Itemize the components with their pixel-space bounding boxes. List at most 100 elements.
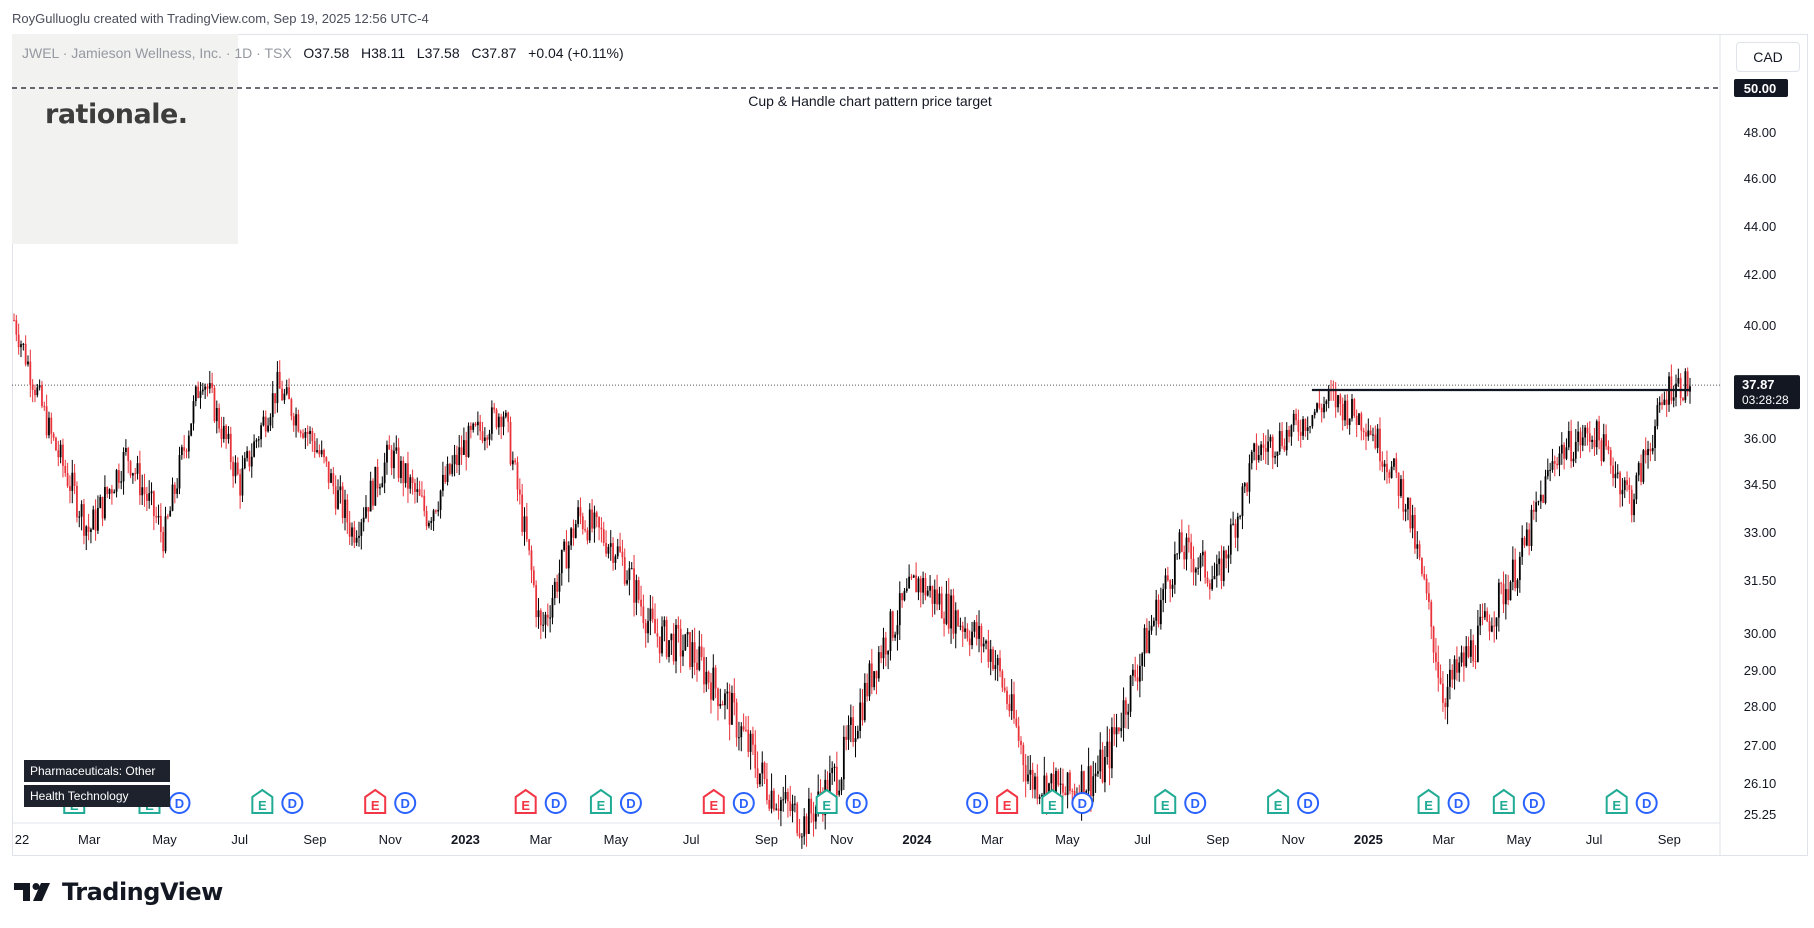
- candle-body: [17, 334, 20, 348]
- candle-body: [1169, 580, 1172, 589]
- candle-body: [227, 433, 230, 439]
- dividend-icon-shape: [1635, 792, 1658, 814]
- candle-body: [495, 409, 498, 428]
- target-line-label: Cup & Handle chart pattern price target: [748, 93, 992, 109]
- candle-body: [539, 610, 542, 626]
- candle-body: [85, 526, 88, 536]
- candle-body: [493, 407, 496, 410]
- candle-body: [150, 491, 153, 494]
- candle-body: [1316, 403, 1318, 412]
- candle-body: [341, 486, 344, 518]
- earnings-icon-letter: E: [1612, 798, 1621, 813]
- candle-body: [917, 578, 920, 593]
- candle-body: [218, 407, 221, 429]
- candle-body: [1031, 769, 1034, 790]
- chart-frame[interactable]: [12, 34, 1808, 856]
- candle-body: [551, 598, 554, 618]
- earnings-icon-shape: [251, 788, 274, 814]
- earnings-icon-letter: E: [597, 798, 606, 813]
- candle-body: [1612, 465, 1614, 479]
- candle-body: [1001, 671, 1004, 688]
- candle-body: [1444, 702, 1447, 708]
- candle-body: [567, 545, 570, 569]
- time-axis-label: 2025: [1354, 832, 1383, 847]
- candle-body: [703, 657, 705, 685]
- candle-body: [215, 407, 218, 422]
- candle-body: [1658, 402, 1661, 406]
- candle-body: [1640, 463, 1642, 482]
- dividend-icon: D: [619, 792, 642, 814]
- candle-body: [1166, 575, 1169, 581]
- candle-body: [1418, 544, 1421, 558]
- earnings-icon: E: [1154, 788, 1177, 814]
- candle-body: [908, 576, 911, 589]
- symbol-legend: JWEL · Jamieson Wellness, Inc. · 1D · TS…: [22, 45, 624, 61]
- candle-body: [1630, 489, 1633, 516]
- candle-body: [1346, 400, 1349, 426]
- candle-body: [1383, 463, 1386, 467]
- candle-body: [1388, 472, 1391, 478]
- candle-body: [593, 512, 596, 529]
- candle-body: [274, 393, 276, 404]
- candle-body: [162, 532, 165, 552]
- candle-body: [437, 509, 440, 512]
- candle-body: [395, 447, 398, 451]
- candle-body: [376, 466, 379, 489]
- candle-body: [759, 773, 761, 785]
- candle-body: [1379, 428, 1381, 462]
- candle-body: [1535, 502, 1538, 512]
- candle-body: [458, 447, 461, 466]
- candle-body: [726, 691, 729, 694]
- candle-body: [1635, 475, 1638, 500]
- currency-button[interactable]: CAD: [1736, 42, 1800, 72]
- candle-body: [260, 425, 262, 440]
- candle-body: [1355, 415, 1358, 426]
- candle-body: [1672, 397, 1675, 401]
- candle-body: [1481, 616, 1484, 618]
- candle-body: [773, 790, 775, 810]
- candle-body: [1241, 486, 1244, 517]
- candle-body: [1120, 727, 1123, 732]
- candle-body: [609, 543, 612, 547]
- candle-body: [1462, 652, 1465, 667]
- candle-body: [1621, 490, 1624, 495]
- candle-body: [292, 416, 295, 426]
- tradingview-logo[interactable]: TradingView: [14, 878, 223, 906]
- candle-body: [159, 515, 162, 533]
- candle-body: [353, 527, 356, 543]
- candle-body: [1530, 509, 1533, 547]
- candle-body: [1176, 553, 1179, 555]
- time-axis-label: Sep: [1206, 832, 1229, 847]
- candle-body: [707, 671, 710, 683]
- candle-body: [619, 546, 621, 552]
- candle-body: [523, 516, 526, 532]
- candle-body: [1311, 415, 1314, 427]
- candle-body: [679, 628, 682, 657]
- candle-body: [1185, 537, 1188, 560]
- candle-body: [1239, 516, 1242, 518]
- candle-body: [1257, 455, 1260, 461]
- candle-body: [1260, 444, 1262, 456]
- candle-body: [1556, 463, 1559, 466]
- candle-body: [740, 726, 743, 738]
- candle-body: [1446, 686, 1449, 708]
- candle-body: [1602, 434, 1605, 461]
- candle-body: [742, 726, 745, 730]
- candle-body: [1479, 616, 1482, 626]
- dividend-icon-shape: [544, 792, 567, 814]
- candle-body: [1232, 523, 1235, 525]
- candle-body: [176, 488, 179, 494]
- candle-body: [658, 636, 661, 654]
- dividend-icon-letter: D: [1078, 796, 1087, 811]
- time-axis-label: Nov: [1282, 832, 1306, 847]
- symbol-description[interactable]: JWEL · Jamieson Wellness, Inc. · 1D · TS…: [22, 45, 292, 61]
- candle-body: [141, 487, 144, 496]
- candle-body: [756, 768, 759, 785]
- candle-body: [1623, 480, 1626, 491]
- last-price-tag: [1734, 375, 1800, 410]
- candle-body: [330, 473, 332, 483]
- candle-body: [1626, 480, 1628, 485]
- candle-body: [637, 580, 640, 600]
- candle-body: [52, 433, 55, 438]
